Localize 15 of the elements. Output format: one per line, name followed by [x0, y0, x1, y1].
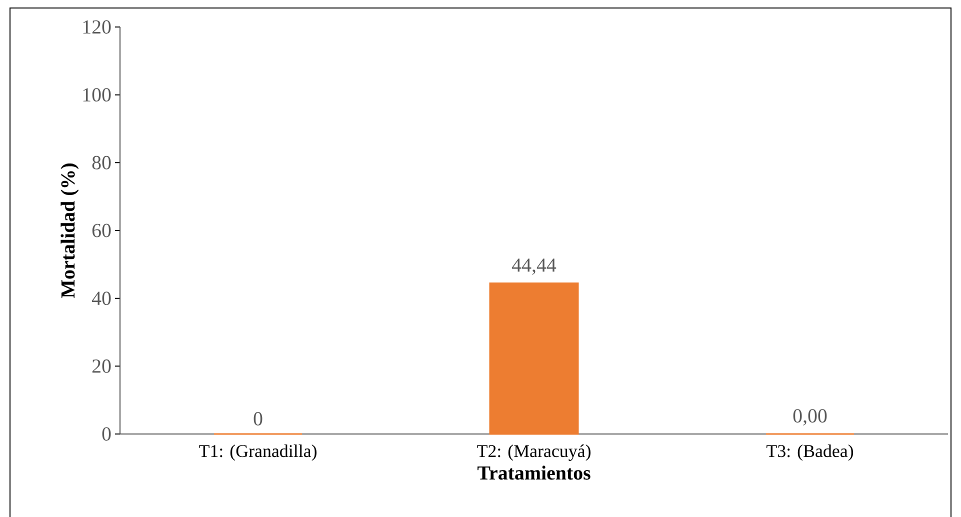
- x-tick-label: T2: (Maracuyá): [477, 444, 590, 461]
- y-tick-label: 120: [83, 20, 111, 34]
- y-tick-label: 100: [83, 88, 111, 102]
- y-tick-label: 60: [92, 224, 111, 238]
- y-axis-title: Mortalidad (%): [60, 164, 79, 298]
- y-tick-label: 20: [92, 359, 111, 373]
- x-axis-title: Tratamientos: [478, 466, 590, 480]
- y-tick-label: 80: [92, 156, 111, 170]
- x-tick-label: T1: (Granadilla): [199, 444, 316, 461]
- y-tick-label: 40: [92, 292, 111, 306]
- data-label: 44,44: [512, 258, 556, 275]
- y-tick-label: 0: [102, 427, 111, 441]
- data-label: 0: [254, 412, 262, 426]
- data-label: 0,00: [793, 409, 827, 426]
- x-tick-label: T3: (Badea): [766, 444, 854, 461]
